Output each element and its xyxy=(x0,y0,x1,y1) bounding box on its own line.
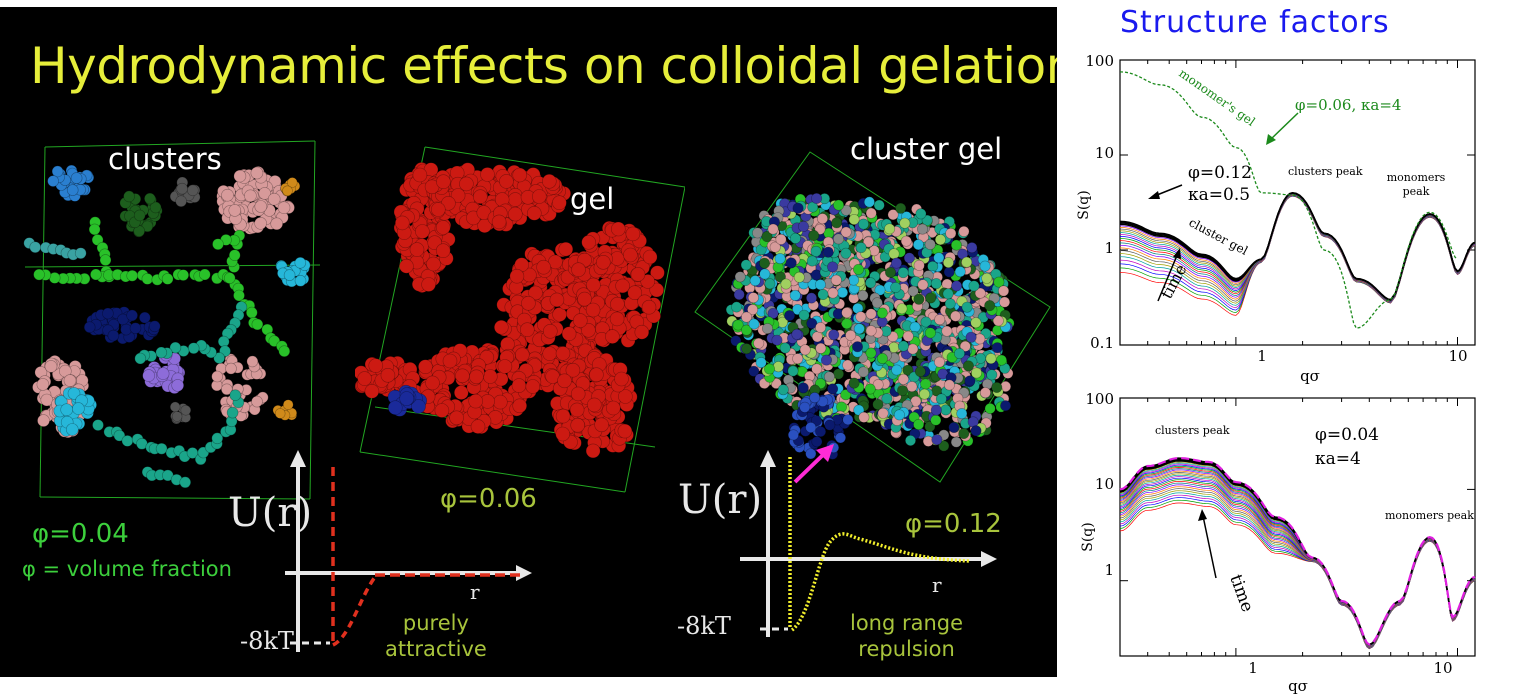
potential-attractive-plot xyxy=(285,450,532,652)
bottom-xlabel: qσ xyxy=(1288,677,1308,695)
slide-title: Hydrodynamic effects on colloidal gelati… xyxy=(30,37,1057,95)
top-ylabel: S(q) xyxy=(1076,190,1092,219)
top-clusters-peak-label: clusters peak xyxy=(1288,165,1363,178)
potential-2-caption-line2: repulsion xyxy=(858,637,955,661)
top-phi-black-label: φ=0.12 xyxy=(1188,163,1252,183)
bottom-ytick-10: 10 xyxy=(1095,475,1114,493)
potential-1-caption: purely attractive xyxy=(385,610,487,662)
potential-1-caption-line2: attractive xyxy=(385,637,487,661)
bottom-ylabel: S(q) xyxy=(1080,522,1096,551)
potential-repulsion-plot xyxy=(740,450,997,637)
phi-gel: φ=0.06 xyxy=(440,484,537,514)
potential-2-caption-line1: long range xyxy=(850,611,964,635)
top-xtick-10: 10 xyxy=(1448,347,1467,365)
bottom-magenta-curve xyxy=(1119,456,1476,646)
cluster-gel-simulation-image xyxy=(694,151,1051,483)
potential-1-ylabel: U(r) xyxy=(228,490,313,536)
top-ytick-1: 1 xyxy=(1104,239,1114,257)
bottom-xtick-10: 10 xyxy=(1433,659,1452,677)
top-green-curve xyxy=(1119,71,1458,330)
top-monomers-peak-label-2: peak xyxy=(1403,185,1430,198)
top-black-curve xyxy=(1119,191,1476,301)
bottom-structure-factor-plot: 100 10 1 1 10 qσ S(q) clusters peak φ=0.… xyxy=(1080,392,1476,695)
cluster-gel-label: cluster gel xyxy=(850,132,1003,166)
top-ka-black-label: κa=0.5 xyxy=(1188,185,1250,205)
top-xlabel: qσ xyxy=(1300,367,1320,385)
magenta-arrow-icon xyxy=(793,444,834,484)
potential-1-xlabel: r xyxy=(470,580,480,604)
gel-label: gel xyxy=(570,182,615,216)
bottom-monomers-peak-label: monomers peak xyxy=(1385,509,1474,522)
potential-2-caption: long range repulsion xyxy=(850,610,963,662)
top-ytick-10: 10 xyxy=(1095,144,1114,162)
potential-1-caption-line1: purely xyxy=(402,611,469,635)
top-phi-green-label: φ=0.06, κa=4 xyxy=(1295,96,1401,114)
top-xtick-1: 1 xyxy=(1257,347,1267,365)
top-ytick-0.1: 0.1 xyxy=(1090,334,1114,352)
top-ytick-100: 100 xyxy=(1085,52,1114,70)
phi-cluster-gel: φ=0.12 xyxy=(905,509,1002,539)
bottom-xtick-1: 1 xyxy=(1248,659,1258,677)
slide-panel: Hydrodynamic effects on colloidal gelati… xyxy=(0,7,1057,677)
phi-clusters: φ=0.04 xyxy=(32,519,129,549)
potential-1-depth: -8kT xyxy=(240,627,294,655)
bottom-phi-label: φ=0.04 xyxy=(1315,425,1379,445)
structure-factors-title: Structure factors xyxy=(1120,5,1390,40)
potential-2-ylabel: U(r) xyxy=(678,477,763,523)
bottom-ytick-100: 100 xyxy=(1085,392,1114,408)
potential-2-xlabel: r xyxy=(932,573,942,597)
bottom-clusters-peak-label: clusters peak xyxy=(1155,424,1230,437)
top-monomers-peak-label-1: monomers xyxy=(1387,171,1446,184)
volume-fraction-note: φ = volume fraction xyxy=(22,557,232,581)
potential-2-depth: -8kT xyxy=(677,612,731,640)
bottom-ka-label: κa=4 xyxy=(1315,449,1361,469)
bottom-ytick-1: 1 xyxy=(1104,561,1114,579)
clusters-simulation-image xyxy=(23,140,321,500)
top-structure-factor-plot: 100 10 1 0.1 1 10 qσ S(q) monomer's gel … xyxy=(1076,52,1476,385)
gel-simulation-image xyxy=(355,146,685,493)
clusters-label: clusters xyxy=(108,142,222,176)
